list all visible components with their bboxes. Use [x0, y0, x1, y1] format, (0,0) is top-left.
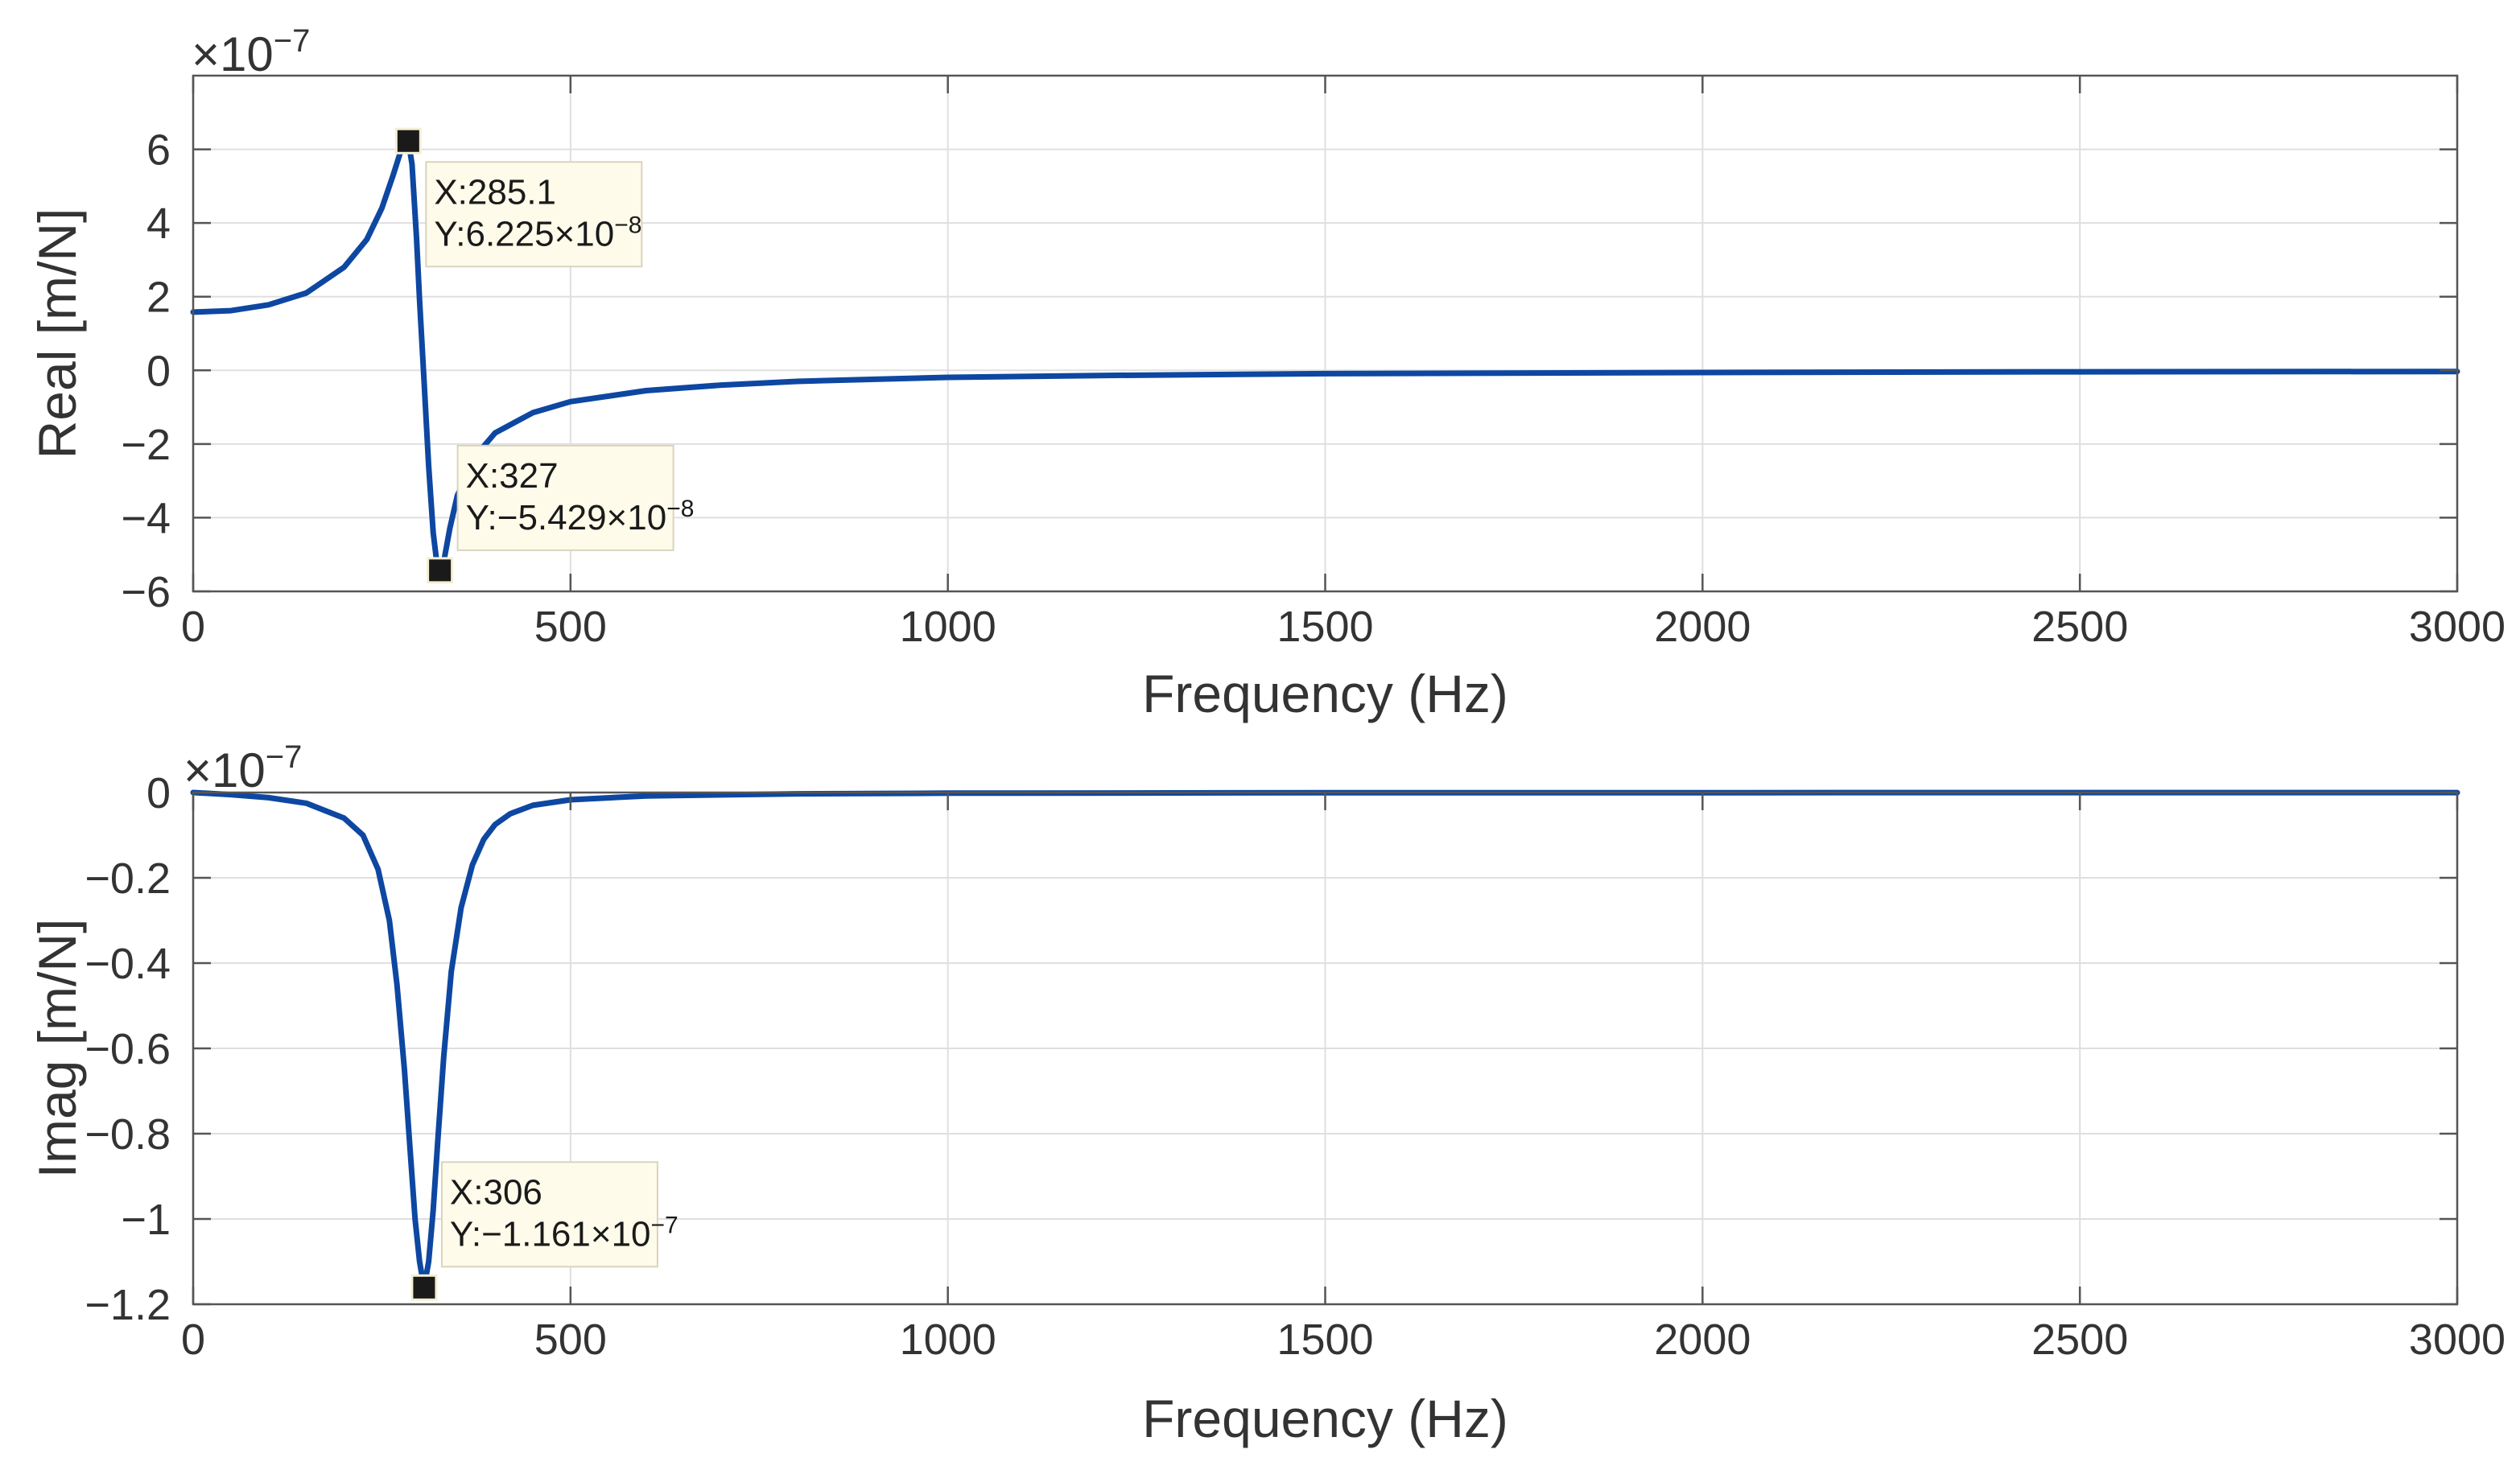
datatip-y-text: Y:6.225×10−8	[434, 212, 641, 253]
y-tick-label: −0.8	[85, 1110, 171, 1159]
y-tick-label: −0.4	[85, 940, 171, 988]
y-tick-label: 6	[146, 126, 171, 175]
plot-real: 0 500 1000 1500 2000 2500 3000 −6 −4 −2 0 2 4 6 X:285.…	[27, 23, 2506, 723]
datatip-y-text: Y:−5.429×10−8	[466, 496, 695, 537]
y-tick-label: 0	[146, 347, 171, 395]
x-tick-label: 1500	[1276, 1316, 1373, 1364]
x-tick-label: 500	[534, 603, 607, 651]
x-tick-label: 2500	[2031, 603, 2128, 651]
y-exponent-real: ×10−7	[192, 23, 310, 81]
x-tick-label: 0	[181, 603, 205, 651]
datatip-marker	[427, 557, 454, 584]
x-tick-label: 1500	[1276, 603, 1373, 651]
x-tick-label: 1000	[900, 603, 996, 651]
y-tick-label: 4	[146, 200, 171, 248]
y-tick-label: −6	[121, 568, 171, 616]
x-tick-label: 2000	[1654, 603, 1751, 651]
y-exponent-power-imag: −7	[266, 739, 303, 775]
datatip-box	[456, 444, 674, 551]
x-tick-label: 2000	[1654, 1316, 1751, 1364]
datatip-box	[440, 1161, 658, 1268]
y-tick-label: −0.2	[85, 854, 171, 903]
y-exponent-imag: ×10−7	[184, 739, 302, 797]
x-tick-label: 2500	[2031, 1316, 2128, 1364]
y-axis-label-real: Real [m/N]	[27, 208, 87, 459]
x-axis-label-imag: Frequency (Hz)	[1142, 1389, 1508, 1448]
datatip-x-text: X:306	[450, 1172, 542, 1212]
series-line-imag	[190, 789, 2460, 1291]
y-tick-label: 2	[146, 274, 171, 322]
x-tick-label: 500	[534, 1316, 607, 1364]
y-exponent-power-real: −7	[274, 23, 311, 59]
y-tick-label: −1	[121, 1196, 171, 1244]
x-tick-label: 1000	[900, 1316, 996, 1364]
y-tick-label: 0	[146, 769, 171, 817]
datatip-marker	[410, 1274, 438, 1301]
y-tick-label: −2	[121, 421, 171, 469]
x-tick-label: 3000	[2409, 603, 2506, 651]
datatip-x-text: X:285.1	[434, 172, 556, 212]
y-tick-label: −4	[121, 494, 171, 542]
datatip-box	[425, 161, 643, 268]
y-tick-label: −0.6	[85, 1025, 171, 1073]
x-axis-label-real: Frequency (Hz)	[1142, 664, 1508, 723]
y-axis-label-imag: Imag [m/N]	[27, 919, 87, 1179]
datatip-marker	[394, 127, 422, 154]
plot-imag: 0 500 1000 1500 2000 2500 3000 −1.2 −1 −0.8 −0.6 −0…	[27, 739, 2506, 1448]
x-tick-label: 3000	[2409, 1316, 2506, 1364]
datatip-y-text: Y:−1.161×10−7	[450, 1212, 678, 1254]
y-tick-label: −1.2	[85, 1281, 171, 1329]
x-tick-label: 0	[181, 1316, 205, 1364]
datatip-x-text: X:327	[466, 456, 559, 496]
